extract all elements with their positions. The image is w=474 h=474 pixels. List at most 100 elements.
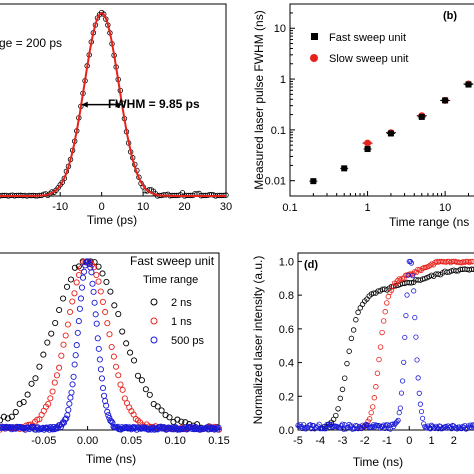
legend-title: Fast sweep unit xyxy=(130,254,215,268)
panel-c-2ns-point xyxy=(63,283,71,290)
panel-c-1ns-point xyxy=(62,332,69,339)
legend-label-500ps: 500 ps xyxy=(171,335,205,347)
panel-c-500ps-point xyxy=(94,335,101,342)
panel-d-blue-point xyxy=(300,422,307,428)
panel-d-black-point xyxy=(350,327,357,333)
panel-c-2ns-point xyxy=(16,400,23,407)
panel-c-2ns-point xyxy=(111,302,118,309)
panel-d-blue-point xyxy=(418,408,425,415)
panel-c-2ns-point xyxy=(28,380,35,387)
panel-d-black-point xyxy=(337,395,343,402)
panel-c-x-tick-label: 0.05 xyxy=(121,435,142,447)
panel-d-blue-point xyxy=(416,390,422,396)
panel-d-red-point xyxy=(427,262,434,268)
panel-d-red-point xyxy=(393,280,399,287)
panel-d-red-point xyxy=(382,309,388,315)
panel-c-500ps-point xyxy=(65,406,72,413)
panel-c-x-tick-label: 0.15 xyxy=(208,435,229,447)
panel-c-2ns-point xyxy=(115,311,122,318)
panel-d-blue-point xyxy=(381,422,387,428)
panel-c-2ns-point xyxy=(142,386,149,393)
panel-d-y-tick-label: 0.0 xyxy=(279,425,294,437)
panel-d-blue-point xyxy=(373,422,379,428)
panel-d-blue-point xyxy=(325,422,331,428)
panel-c-1ns-point xyxy=(77,265,85,272)
panel-d-red-point xyxy=(374,370,381,376)
panel-b: 0.1 1 10 0.01 0.1 1 10 (b) Fast sweep unit Slo… xyxy=(252,3,474,229)
panel-d-red-point xyxy=(399,275,406,282)
panel-c-500ps-point xyxy=(72,352,79,359)
panel-c-2ns-point xyxy=(44,339,51,346)
panel-d-x-tick-label: 1 xyxy=(428,435,434,447)
legend-marker-2ns xyxy=(150,298,158,306)
panel-d-x-axis-label: Time (ns) xyxy=(353,455,403,469)
panel-c-500ps-point xyxy=(73,342,80,349)
panel-d-red-point xyxy=(368,409,374,416)
panel-a-x-tick-label: 30 xyxy=(220,201,232,213)
panel-c-1ns-point xyxy=(99,298,106,305)
legend-marker-500ps xyxy=(150,336,158,344)
panel-c-2ns-point xyxy=(40,351,47,358)
panel-d-red-point xyxy=(377,344,384,350)
panel-c-1ns-point xyxy=(71,290,78,297)
panel-d-blue-point xyxy=(398,390,405,396)
panel-c-500ps-point xyxy=(66,400,73,407)
panel-c-500ps-point xyxy=(96,356,103,363)
panel-c-x-tick-label: -0.05 xyxy=(31,435,56,447)
panel-c-500ps-point xyxy=(102,397,109,405)
panel-c-2ns-point xyxy=(20,399,27,406)
panel-d-y-tick-label: 0.8 xyxy=(279,290,294,302)
panel-b-fast-point xyxy=(465,81,472,88)
panel-d-y-tick-label: 0.4 xyxy=(279,358,294,370)
panel-c-500ps-point xyxy=(105,412,112,419)
panel-d-red-point xyxy=(401,275,407,282)
panel-a-x-axis-label: Time (ps) xyxy=(87,213,137,227)
panel-d-blue-point xyxy=(414,357,420,363)
panel-c-2ns-point xyxy=(32,375,39,382)
panel-c-2ns-point xyxy=(146,391,153,398)
panel-c-500ps-point xyxy=(68,389,75,396)
panel-c-1ns-point xyxy=(104,320,111,327)
panel-c-2ns-point xyxy=(52,320,59,327)
panel-d-red-point xyxy=(469,258,474,265)
panel-c-1ns-point xyxy=(117,381,124,388)
panel-d-blue-point xyxy=(382,425,388,432)
panel-c-500ps-point xyxy=(215,424,222,431)
panel-d-x-tick-label: -4 xyxy=(315,435,325,447)
panel-d-blue-point xyxy=(408,260,415,266)
panel-d-blue-point xyxy=(396,410,402,416)
panel-d-black-point xyxy=(359,301,366,308)
panel-b-frame xyxy=(289,3,474,197)
panel-c-500ps-point xyxy=(69,381,76,388)
panel-d-blue-point xyxy=(349,426,356,432)
panel-c-2ns-point xyxy=(60,295,67,302)
panel-c-2ns-point xyxy=(0,413,7,420)
panel-b-ticks: 0.1 1 10 0.01 0.1 1 10 xyxy=(265,12,469,214)
panel-d-blue-point xyxy=(404,292,410,298)
panel-d-black-point xyxy=(333,412,339,419)
panel-c-2ns-point xyxy=(178,418,185,425)
panel-c-2ns-point xyxy=(138,377,145,384)
panel-c-1ns-point xyxy=(47,395,54,402)
panel-c-2ns-point xyxy=(95,263,102,270)
panel-d-blue-point xyxy=(413,334,419,340)
panel-d-blue-point xyxy=(302,425,308,431)
panel-d-blue-point xyxy=(339,421,346,427)
panel-c-500ps-point xyxy=(70,373,77,380)
panel-c-1ns-point xyxy=(45,400,52,408)
panel-c-500ps-point xyxy=(79,274,87,281)
panel-c-500ps-point xyxy=(107,417,114,424)
panel-a-x-tick-label: 20 xyxy=(178,201,190,213)
panel-c-1ns-point xyxy=(119,386,126,393)
panel-c-1ns-point xyxy=(58,352,65,359)
panel-d-black-point xyxy=(375,288,381,294)
panel-d-blue-point xyxy=(394,419,400,425)
panel-d-blue-point xyxy=(472,425,474,431)
panel-b-x-tick-label: 1 xyxy=(365,202,371,214)
panel-d-red-point xyxy=(370,404,376,410)
panel-c-500ps-point xyxy=(103,402,110,409)
panel-a-range-annotation: ge = 200 ps xyxy=(0,36,62,50)
panel-c-500ps-point xyxy=(92,311,99,318)
panel-a-fit-line xyxy=(0,12,226,197)
panel-d-blue-point xyxy=(421,421,427,427)
